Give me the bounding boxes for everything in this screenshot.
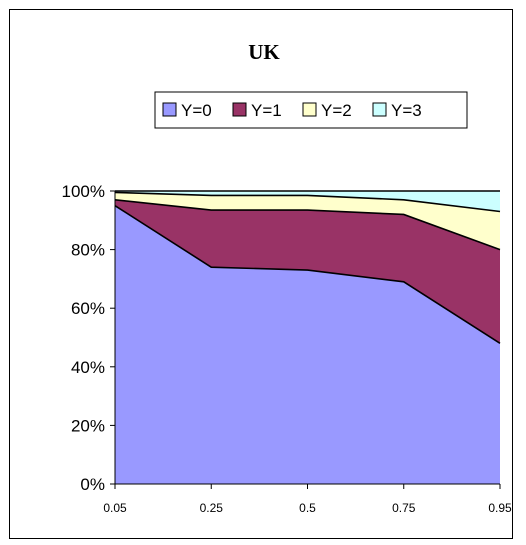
area-y2 [115, 192, 500, 250]
legend-swatch-y0 [162, 102, 177, 117]
axes: 0% 20% 40% 60% 80% 100% 0.05 0.25 0.5 0.75 0.95 [62, 182, 512, 515]
legend-swatch-y3 [372, 102, 387, 117]
legend-label-y2: Y=2 [321, 101, 352, 120]
y-tick-label: 100% [62, 182, 105, 201]
y-tick-label: 80% [71, 241, 105, 260]
legend-label-y0: Y=0 [181, 101, 212, 120]
y-tick-label: 20% [71, 416, 105, 435]
x-tick-label: 0.5 [299, 501, 316, 515]
legend-swatch-y2 [302, 102, 317, 117]
area-y3 [115, 191, 500, 212]
series-line-y1 [114, 198, 501, 251]
x-tick-label: 0.95 [488, 501, 512, 515]
legend-swatch-y1 [232, 102, 247, 117]
y-tick-label: 60% [71, 299, 105, 318]
area-y0 [115, 205, 500, 484]
y-tick-label: 40% [71, 358, 105, 377]
legend-label-y3: Y=3 [391, 101, 422, 120]
series-line-y0 [114, 204, 501, 345]
y-tick-label: 0% [80, 475, 105, 494]
plot-areas [114, 190, 501, 484]
series-line-y2 [114, 191, 501, 213]
x-tick-label: 0.75 [392, 501, 416, 515]
legend-label-y1: Y=1 [251, 101, 282, 120]
x-tick-label: 0.05 [103, 501, 127, 515]
legend: Y=0 Y=1 Y=2 Y=3 [162, 101, 422, 120]
chart-title: UK [248, 40, 280, 64]
area-y1 [115, 199, 500, 344]
x-tick-label: 0.25 [200, 501, 224, 515]
